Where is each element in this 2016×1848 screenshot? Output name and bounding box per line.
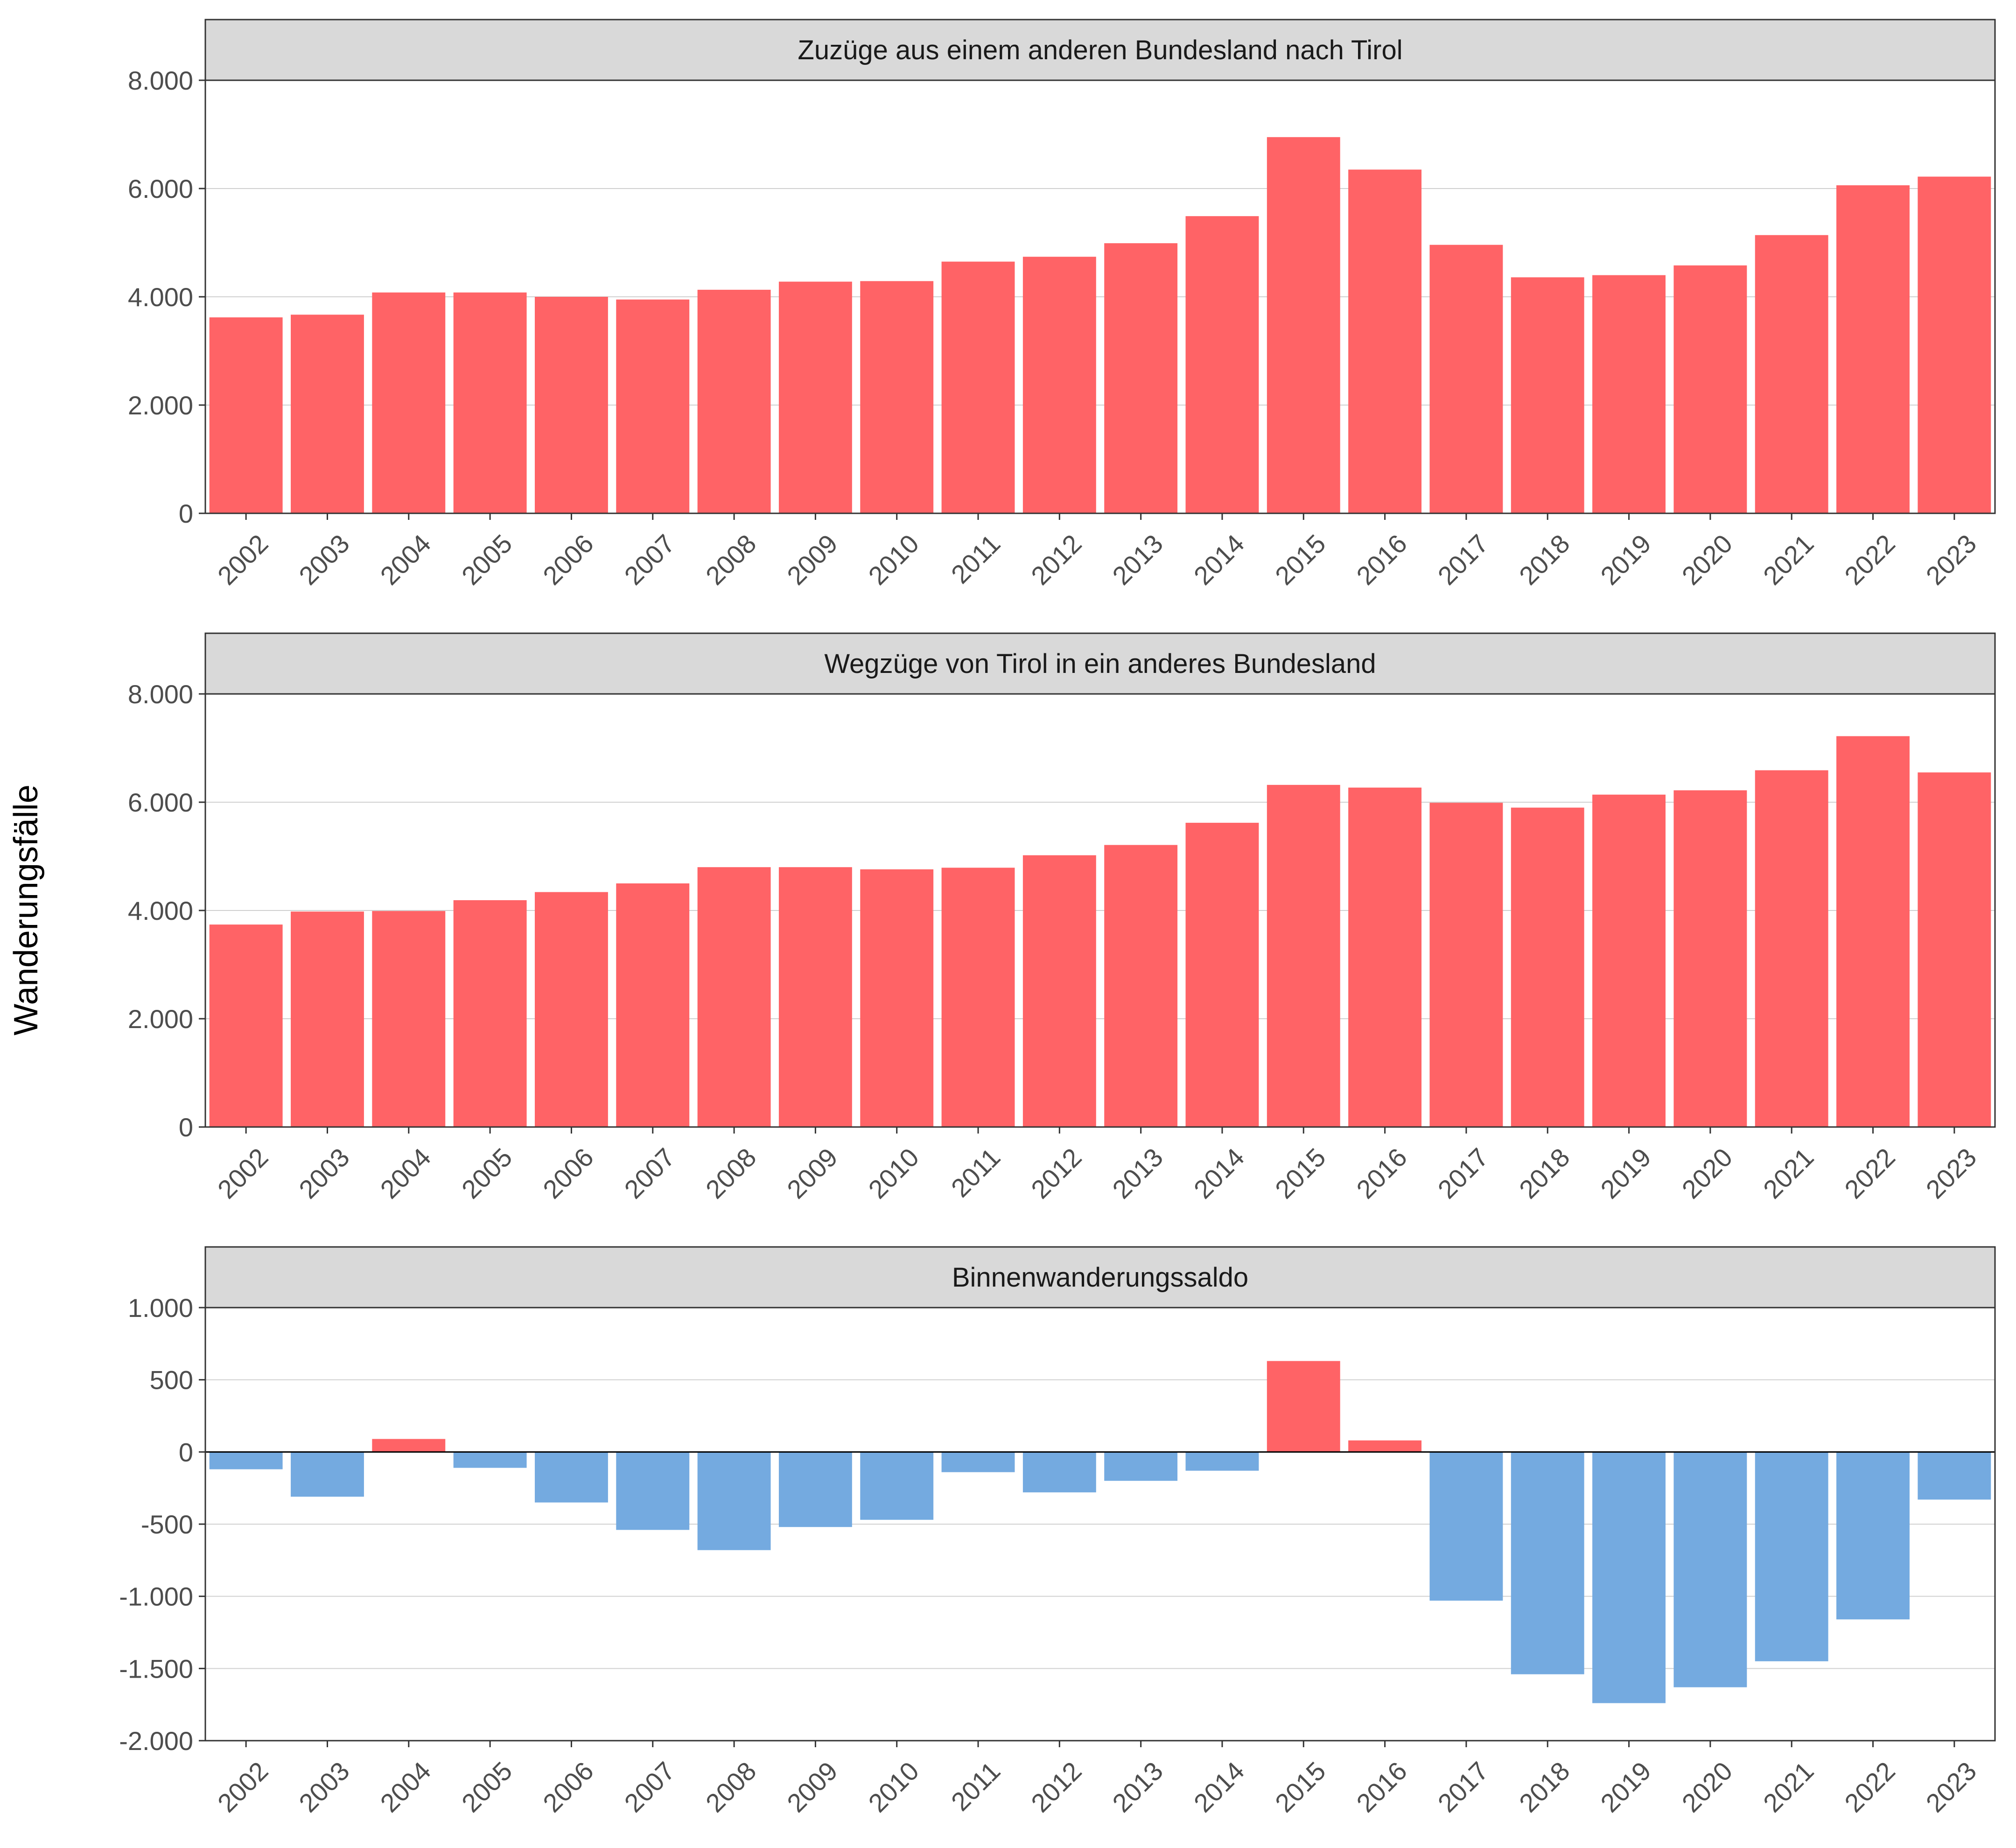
bar-2006 — [534, 297, 608, 513]
bar-2017 — [1429, 245, 1503, 513]
bar-2014 — [1185, 1452, 1259, 1471]
bar-2013 — [1104, 243, 1178, 513]
bar-2004 — [372, 292, 446, 513]
bar-2002 — [209, 924, 283, 1127]
bar-2003 — [291, 1452, 364, 1497]
bar-2020 — [1673, 265, 1747, 513]
bar-2022 — [1836, 1452, 1910, 1620]
y-tick-label: 2.000 — [128, 391, 193, 420]
bar-2009 — [778, 1452, 852, 1527]
bar-2019 — [1592, 794, 1666, 1127]
bar-2013 — [1104, 1452, 1178, 1481]
bar-2022 — [1836, 736, 1910, 1127]
y-tick-label: -1.500 — [119, 1654, 193, 1683]
panel-title: Binnenwanderungssaldo — [952, 1262, 1248, 1293]
bar-2019 — [1592, 1452, 1666, 1703]
bar-2005 — [453, 292, 527, 513]
panel-strip — [204, 632, 1996, 695]
bar-2007 — [616, 1452, 690, 1530]
y-tick-label: 8.000 — [128, 679, 193, 709]
bar-2012 — [1022, 1452, 1096, 1492]
bar-2009 — [778, 867, 852, 1127]
bar-2021 — [1755, 235, 1828, 513]
bar-2010 — [860, 1452, 934, 1520]
bar-2002 — [209, 1452, 283, 1470]
bar-2018 — [1511, 807, 1584, 1127]
bar-2021 — [1755, 770, 1828, 1127]
bar-2008 — [697, 1452, 771, 1550]
panel-strip — [204, 1246, 1996, 1309]
y-tick-label: 8.000 — [128, 66, 193, 95]
bar-2020 — [1673, 790, 1747, 1127]
bar-2016 — [1348, 1440, 1422, 1452]
bar-2015 — [1267, 137, 1340, 513]
bar-2002 — [209, 317, 283, 513]
panel-title: Zuzüge aus einem anderen Bundesland nach… — [798, 35, 1402, 65]
y-tick-label: 0 — [179, 499, 193, 528]
bar-2021 — [1755, 1452, 1828, 1661]
bar-2014 — [1185, 216, 1259, 513]
bar-2018 — [1511, 277, 1584, 513]
bar-2023 — [1918, 176, 1991, 514]
y-tick-label: 6.000 — [128, 788, 193, 817]
bar-2023 — [1918, 772, 1991, 1127]
panel-border — [204, 1307, 1996, 1742]
bar-2011 — [941, 261, 1015, 513]
bar-2016 — [1348, 787, 1422, 1127]
panel-title: Wegzüge von Tirol in ein anderes Bundesl… — [824, 649, 1376, 679]
bar-2011 — [941, 1452, 1015, 1472]
bar-2007 — [616, 299, 690, 513]
bar-2004 — [372, 1439, 446, 1452]
bar-2023 — [1918, 1452, 1991, 1500]
y-tick-label: -1.000 — [119, 1582, 193, 1611]
bar-2005 — [453, 1452, 527, 1468]
y-tick-label: 0 — [179, 1437, 193, 1467]
bar-2009 — [778, 281, 852, 513]
y-tick-label: 6.000 — [128, 174, 193, 203]
bar-2006 — [534, 892, 608, 1127]
y-tick-label: 4.000 — [128, 896, 193, 925]
bar-2022 — [1836, 185, 1910, 513]
bar-2012 — [1022, 257, 1096, 513]
y-axis-label: Wanderungsfälle — [7, 784, 45, 1036]
y-tick-label: 1.000 — [128, 1293, 193, 1323]
y-tick-label: 4.000 — [128, 282, 193, 312]
bar-2004 — [372, 911, 446, 1127]
y-tick-label: 0 — [179, 1113, 193, 1142]
bar-2013 — [1104, 845, 1178, 1127]
bar-2016 — [1348, 169, 1422, 513]
bar-2010 — [860, 869, 934, 1127]
bar-2003 — [291, 911, 364, 1127]
bar-2011 — [941, 868, 1015, 1127]
bar-2018 — [1511, 1452, 1584, 1674]
bar-2019 — [1592, 275, 1666, 513]
bar-2015 — [1267, 1361, 1340, 1452]
bar-2003 — [291, 315, 364, 513]
y-tick-label: -2.000 — [119, 1726, 193, 1756]
panel-border — [204, 79, 1996, 514]
panel-border — [204, 693, 1996, 1128]
panel-strip — [204, 19, 1996, 81]
bar-2017 — [1429, 1452, 1503, 1601]
bar-2015 — [1267, 784, 1340, 1127]
bar-2008 — [697, 867, 771, 1127]
y-tick-label: 500 — [150, 1365, 193, 1395]
y-tick-label: -500 — [141, 1510, 193, 1539]
bar-2010 — [860, 281, 934, 513]
bar-2008 — [697, 289, 771, 513]
bar-2017 — [1429, 803, 1503, 1127]
panel-2: Wegzüge von Tirol in ein anderes Bundesl… — [128, 632, 1996, 1204]
y-tick-label: 2.000 — [128, 1004, 193, 1034]
bar-2014 — [1185, 823, 1259, 1127]
bar-2007 — [616, 883, 690, 1127]
bar-2006 — [534, 1452, 608, 1503]
bar-2012 — [1022, 855, 1096, 1127]
bar-2005 — [453, 900, 527, 1127]
bar-2020 — [1673, 1452, 1747, 1687]
